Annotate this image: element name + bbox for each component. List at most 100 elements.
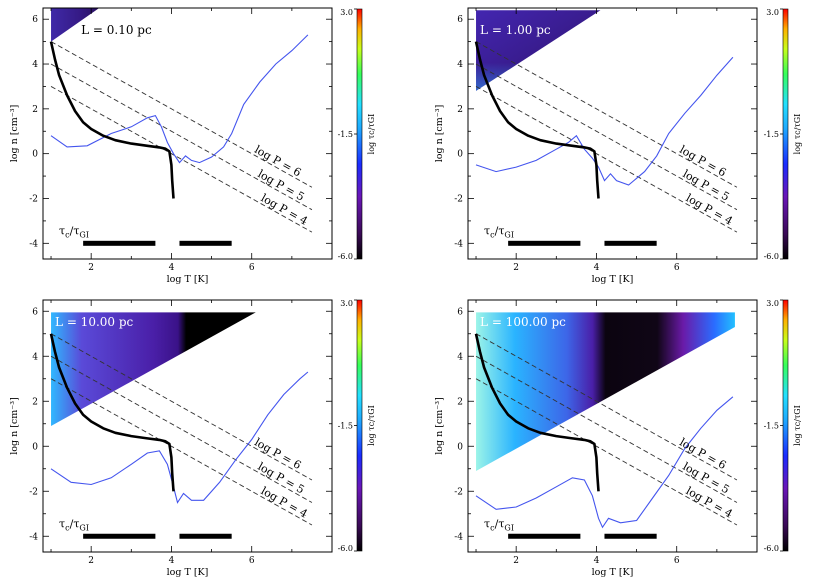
colorbar-tick-label: 3.0 [766, 8, 779, 17]
colorbar-label: log τc/τGI [367, 405, 376, 446]
x-tick-label: 2 [88, 263, 94, 273]
y-tick-label: -4 [29, 532, 38, 542]
isobar-line [475, 333, 738, 481]
colorbar-tick-label: 3.0 [766, 299, 779, 308]
colorbar-label: log τc/τGI [793, 114, 802, 155]
timescale-map [51, 312, 256, 426]
colorbar-label: log τc/τGI [793, 405, 802, 446]
time-bar [179, 240, 232, 246]
y-tick-label: 4 [457, 352, 463, 362]
x-tick-label: 4 [594, 556, 600, 566]
plot-area [474, 10, 738, 246]
colorbar-strip [356, 8, 363, 260]
panel-label: L = 100.00 pc [480, 315, 566, 329]
equilibrium-curve [474, 333, 600, 492]
isobar-line [475, 86, 738, 233]
cooling-curve [50, 34, 309, 164]
colorbar-tick-label: -1.5 [338, 130, 353, 139]
y-tick-label: 6 [457, 15, 463, 25]
x-axis-label: log T [K] [167, 274, 209, 285]
y-tick-label: 6 [32, 15, 38, 25]
colorbar: 3.0 -1.5 -6.0 log τc/τGI [338, 8, 376, 261]
x-tick-label: 4 [594, 263, 600, 273]
y-tick-label: 2 [457, 105, 463, 115]
timescale-map [476, 312, 735, 471]
y-tick-label: 0 [32, 442, 38, 452]
time-bar [83, 240, 156, 246]
y-tick-label: 4 [32, 352, 38, 362]
axes-frame [467, 7, 758, 260]
colorbar: 3.0 -1.5 -6.0 log τc/τGI [338, 299, 376, 553]
cooling-curve [50, 371, 309, 504]
panel-2: 2 4 6 -4 -2 0 2 4 6 log T [K] log n [cm⁻³] L = 1.00… [434, 7, 802, 285]
colorbar-tick-label: -6.0 [338, 252, 353, 261]
equilibrium-curve [474, 41, 600, 199]
plot-area [49, 312, 313, 539]
ratio-label: τc/τGI [484, 224, 514, 239]
axes-frame [467, 299, 758, 553]
ratio-label: τc/τGI [59, 224, 89, 239]
y-tick-label: 0 [457, 442, 463, 452]
colorbar-tick-label: 3.0 [340, 299, 353, 308]
x-tick-label: 6 [674, 263, 680, 273]
isobar-line [475, 63, 738, 211]
x-tick-label: 2 [513, 556, 519, 566]
cooling-curve [475, 56, 734, 186]
time-bar [604, 240, 657, 246]
x-tick-label: 2 [513, 263, 519, 273]
timescale-map-glow [476, 10, 601, 91]
ratio-label: τc/τGI [484, 517, 514, 532]
y-tick-label: 0 [457, 150, 463, 160]
isobar-line [475, 355, 738, 503]
isobar-line [50, 63, 313, 211]
y-tick-label: -4 [29, 239, 38, 249]
y-tick-label: 4 [457, 60, 463, 70]
y-tick-label: -4 [454, 239, 463, 249]
colorbar-strip [782, 299, 789, 552]
colorbar-strip [356, 299, 363, 552]
time-bar [83, 533, 156, 539]
colorbar-tick-label: -6.0 [764, 252, 779, 261]
x-tick-label: 2 [88, 556, 94, 566]
time-bar [508, 240, 581, 246]
colorbar-tick-label: -6.0 [338, 544, 353, 553]
colorbar-tick-label: -1.5 [764, 422, 779, 431]
isobar-line [475, 41, 738, 188]
colorbar-tick-label: -1.5 [764, 130, 779, 139]
x-tick-label: 6 [249, 263, 255, 273]
isobar-line [50, 333, 313, 481]
y-tick-label: -4 [454, 532, 463, 542]
y-axis-label: log n [cm⁻³] [434, 397, 445, 455]
colorbar: 3.0 -1.5 -6.0 log τc/τGI [764, 299, 802, 553]
isobar-line [50, 355, 313, 503]
panel-3: 2 4 6 -4 -2 0 2 4 6 log T [K] log n [cm⁻³] L = 10.0… [9, 299, 376, 578]
y-tick-label: 2 [32, 397, 38, 407]
equilibrium-curve [49, 333, 175, 492]
x-axis-label: log T [K] [167, 567, 209, 578]
x-tick-label: 4 [169, 263, 175, 273]
y-tick-label: 2 [457, 397, 463, 407]
panel-label: L = 0.10 pc [81, 23, 152, 37]
panel-label: L = 10.00 pc [55, 315, 134, 329]
y-tick-label: -2 [29, 487, 38, 497]
y-tick-label: 6 [32, 307, 38, 317]
isobar-line [50, 41, 313, 188]
y-tick-label: 2 [32, 105, 38, 115]
axes-frame [42, 7, 333, 260]
x-axis-label: log T [K] [592, 567, 634, 578]
x-tick-label: 6 [249, 556, 255, 566]
colorbar-strip [782, 8, 789, 260]
x-tick-label: 6 [674, 556, 680, 566]
y-tick-label: -2 [29, 194, 38, 204]
colorbar-tick-label: 3.0 [340, 8, 353, 17]
equilibrium-curve [49, 41, 175, 199]
colorbar-label: log τc/τGI [367, 114, 376, 155]
y-tick-label: 4 [32, 60, 38, 70]
isobar-line [475, 378, 738, 526]
panel-label: L = 1.00 pc [480, 23, 551, 37]
y-axis-label: log n [cm⁻³] [434, 105, 445, 163]
time-bar [508, 533, 581, 539]
plot-area [49, 8, 313, 246]
y-tick-label: 0 [32, 150, 38, 160]
